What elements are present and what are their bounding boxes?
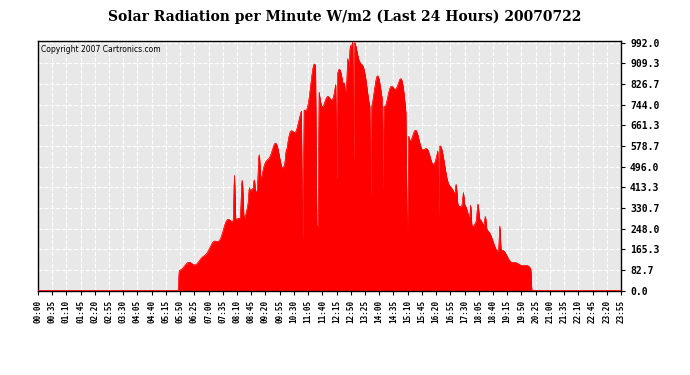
Text: Solar Radiation per Minute W/m2 (Last 24 Hours) 20070722: Solar Radiation per Minute W/m2 (Last 24…: [108, 9, 582, 24]
Text: Copyright 2007 Cartronics.com: Copyright 2007 Cartronics.com: [41, 45, 161, 54]
